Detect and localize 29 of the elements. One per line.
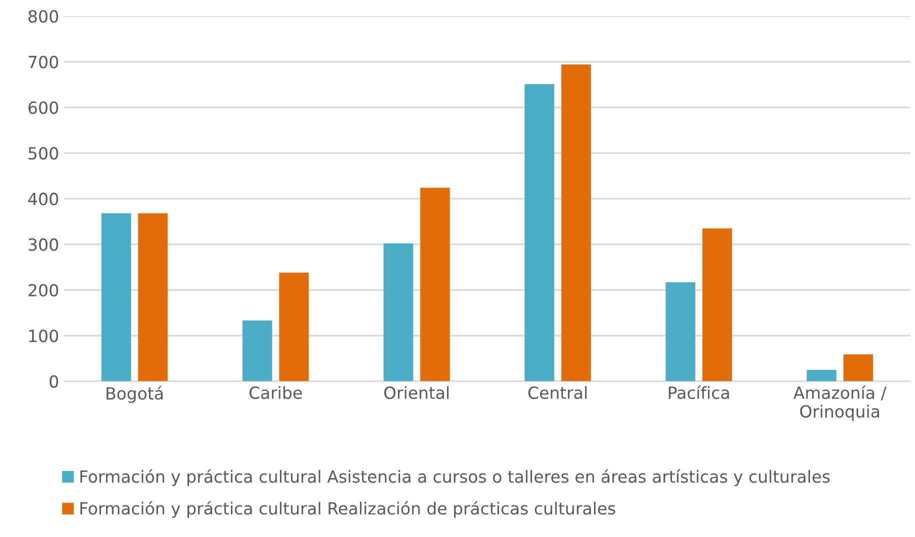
bar [561, 64, 591, 382]
bar [420, 188, 450, 382]
y-tick-label: 300 [28, 238, 58, 251]
y-tick-label: 200 [28, 284, 58, 297]
y-tick-label: 500 [28, 147, 58, 160]
y-tick-label: 700 [28, 56, 58, 68]
bar [843, 354, 874, 382]
x-tick-label: Central [528, 386, 587, 400]
x-tick-label: Pacífica [668, 385, 729, 400]
bar [702, 228, 732, 382]
legend-label: Formación y práctica cultural Asistencia a cursos o talleres en áreas artísticas y culturales [80, 469, 830, 486]
bar [242, 320, 272, 382]
bar [138, 213, 168, 382]
x-tick-label: Amazonía / Orinoquia [793, 385, 886, 421]
y-tick-label: 100 [29, 330, 58, 342]
bar [101, 213, 132, 382]
bar [806, 370, 836, 382]
y-tick-label: 600 [28, 101, 58, 114]
x-tick-label: Caribe [249, 386, 302, 400]
y-tick-label: 400 [28, 192, 58, 206]
bar [384, 243, 414, 382]
x-tick-label: Bogotá [106, 386, 163, 403]
x-tick-label: Oriental [384, 386, 449, 400]
y-tick-label: 800 [28, 10, 58, 23]
y-tick-label: 0 [50, 375, 58, 388]
bar [524, 84, 554, 382]
bar [279, 272, 309, 382]
legend-label: Formación y práctica cultural Realización de prácticas culturales [80, 501, 616, 518]
bar [666, 282, 696, 382]
